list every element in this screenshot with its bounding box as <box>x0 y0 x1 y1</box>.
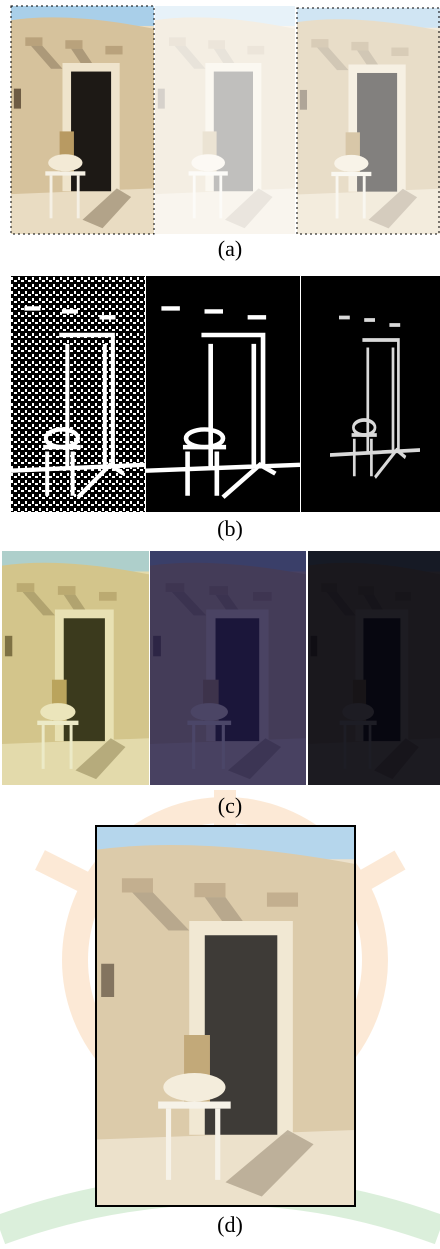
image-original <box>11 6 154 234</box>
binary-map <box>301 276 440 512</box>
page: (a) (b) (c) (d) (() => { const data = JS… <box>0 0 440 1249</box>
tint <box>308 551 440 785</box>
wash <box>297 8 440 234</box>
caption: (c) <box>218 793 242 818</box>
caption: (a) <box>218 236 242 261</box>
tint <box>150 551 306 785</box>
wash <box>96 826 355 1206</box>
caption: (d) <box>217 1212 243 1237</box>
wash <box>155 6 295 234</box>
figure: (a) (b) (c) (d) <box>0 0 440 1249</box>
tint <box>2 551 149 785</box>
caption: (b) <box>217 516 243 541</box>
